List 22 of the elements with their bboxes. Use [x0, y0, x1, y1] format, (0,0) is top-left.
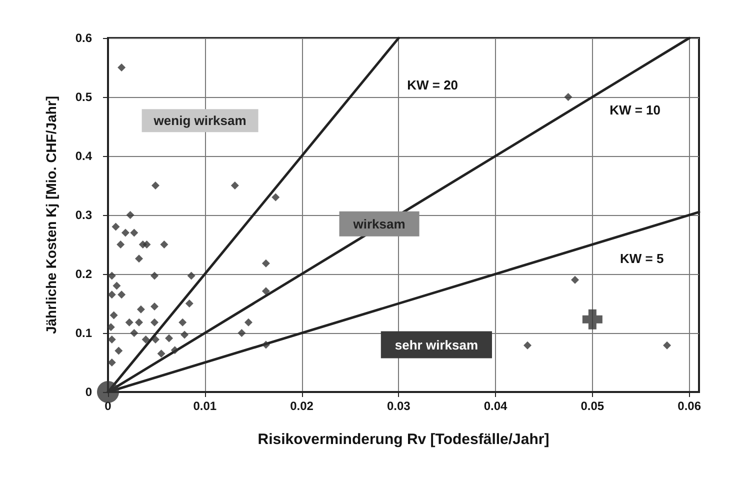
x-axis-title: Risikoverminderung Rv [Todesfälle/Jahr] — [258, 431, 550, 448]
annotation: KW = 10 — [610, 102, 661, 118]
y-tick-label: 0.2 — [75, 267, 92, 281]
y-axis-title: Jährliche Kosten Kj [Mio. CHF/Jahr] — [43, 96, 59, 334]
y-tick-label: 0 — [85, 385, 92, 399]
x-tick-label: 0.02 — [290, 399, 314, 413]
annotation: KW = 20 — [407, 78, 458, 93]
y-tick-label: 0.1 — [75, 326, 92, 340]
annotation: wenig wirksam — [152, 113, 246, 128]
x-tick-label: 0.04 — [484, 399, 508, 413]
annotation: sehr wirksam — [394, 337, 478, 352]
annotation: KW = 5 — [620, 251, 664, 266]
x-tick-label: 0 — [104, 399, 112, 413]
y-tick-label: 0.6 — [75, 31, 92, 45]
x-tick-label: 0.06 — [678, 399, 702, 413]
y-tick-label: 0.4 — [75, 149, 92, 163]
x-tick-label: 0.01 — [193, 399, 217, 413]
x-tick-label: 0.03 — [386, 399, 411, 413]
y-tick-label: 0.5 — [75, 90, 92, 104]
x-tick-label: 0.05 — [580, 399, 604, 413]
y-tick-label: 0.3 — [75, 208, 92, 222]
annotation: wirksam — [352, 216, 406, 232]
